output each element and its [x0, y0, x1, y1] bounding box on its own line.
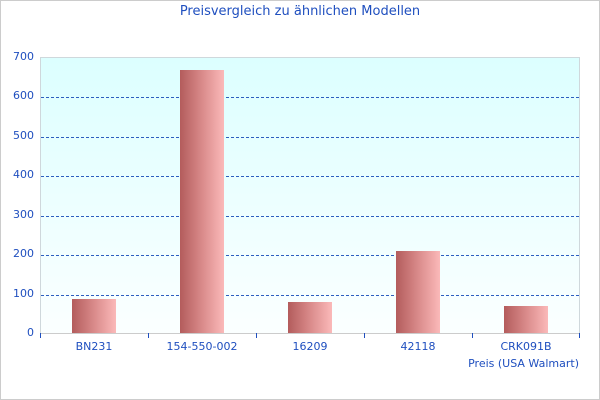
- y-tick-label: 700: [13, 50, 34, 63]
- y-tick-label: 100: [13, 286, 34, 300]
- chart-title: Preisvergleich zu ähnlichen Modellen: [179, 4, 421, 19]
- x-tick-label: 16209: [292, 340, 328, 353]
- bar-154-550-002: [180, 70, 224, 333]
- y-tick-label: 300: [13, 207, 34, 221]
- bar-crk091b: [504, 305, 548, 333]
- x-axis-title: Preis (USA Walmart): [468, 357, 579, 370]
- x-tick-mark: [148, 333, 149, 338]
- y-tick-label: 200: [13, 247, 34, 261]
- gridline: [41, 136, 579, 138]
- gridline: [41, 294, 579, 296]
- plot-area: [40, 57, 580, 333]
- y-tick-label: 600: [13, 89, 34, 103]
- x-axis-line: [40, 333, 580, 334]
- bar-16209: [288, 301, 332, 333]
- y-tick-label: 500: [13, 128, 34, 142]
- x-tick-mark: [579, 333, 580, 338]
- x-tick-mark: [364, 333, 365, 338]
- gridline: [41, 176, 579, 178]
- x-tick-mark: [256, 333, 257, 338]
- gridline: [41, 215, 579, 217]
- gridline: [41, 97, 579, 99]
- x-tick-label: 154-550-002: [166, 340, 238, 353]
- bar-bn231: [72, 298, 116, 333]
- x-tick-label: CRK091B: [500, 340, 552, 353]
- x-tick-label: BN231: [75, 340, 113, 353]
- x-tick-mark: [472, 333, 473, 338]
- y-tick-label: 0: [27, 326, 34, 339]
- x-tick-mark: [40, 333, 41, 338]
- bar-42118: [396, 250, 440, 333]
- x-tick-label: 42118: [400, 340, 436, 353]
- gridline: [41, 255, 579, 257]
- y-tick-label: 400: [13, 168, 34, 182]
